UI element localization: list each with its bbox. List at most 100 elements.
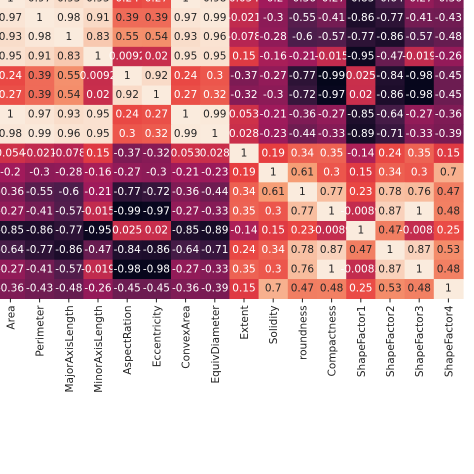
heatmap-cell xyxy=(83,143,114,164)
cell-value-label: 0.27 xyxy=(145,0,168,4)
heatmap-cell xyxy=(54,221,84,241)
cell-value-label: -0.86 xyxy=(55,244,82,256)
x-tick-label: Eccentricity xyxy=(151,305,163,367)
cell-value-label: 0.83 xyxy=(86,31,109,43)
cell-value-label: -0.27 xyxy=(0,205,24,217)
heatmap-cell xyxy=(25,201,55,222)
cell-value-label: 1 xyxy=(241,147,248,159)
cell-value-label: 0.3 xyxy=(119,128,136,140)
heatmap-cell xyxy=(375,279,406,299)
heatmap-cell xyxy=(404,8,435,29)
cell-value-label: 0.76 xyxy=(291,263,315,275)
cell-value-label: 0.15 xyxy=(437,147,460,159)
heatmap-cell xyxy=(171,259,201,280)
cell-value-label: -0.77 xyxy=(347,31,374,43)
heatmap-cell xyxy=(375,221,406,241)
heatmap-cell xyxy=(433,8,464,29)
heatmap-cell xyxy=(112,162,143,183)
cell-value-label: -0.55 xyxy=(289,12,316,24)
heatmap-cell xyxy=(375,0,406,9)
heatmap-cell xyxy=(0,85,26,106)
cell-value-label: 0.24 xyxy=(174,70,198,82)
cell-value-label: -0.45 xyxy=(435,70,462,82)
heatmap-cell xyxy=(141,104,172,125)
heatmap-cell xyxy=(112,0,143,9)
cell-value-label: 0.15 xyxy=(86,147,109,159)
heatmap-cell xyxy=(375,143,406,164)
heatmap-cell xyxy=(433,27,464,48)
cell-value-label: 0.34 xyxy=(378,167,402,179)
heatmap-cell xyxy=(141,143,172,164)
heatmap-cell xyxy=(258,143,289,164)
heatmap-cell xyxy=(171,85,201,106)
heatmap-cell xyxy=(287,27,318,48)
cell-value-label: 1 xyxy=(95,51,102,63)
cell-value-label: 1 xyxy=(328,263,335,275)
cell-value-label: 0.3 xyxy=(323,167,340,179)
cell-value-label: -0.36 xyxy=(289,109,316,121)
heatmap-cell xyxy=(258,85,289,106)
heatmap-cell xyxy=(171,279,201,299)
heatmap-cell xyxy=(200,221,230,241)
cell-value-label: 0.35 xyxy=(232,205,255,217)
heatmap-cell xyxy=(346,279,376,299)
heatmap-cell xyxy=(141,46,172,67)
heatmap-cell xyxy=(346,104,376,125)
cell-value-label: 0.7 xyxy=(265,283,282,295)
cell-value-label: -0.16 xyxy=(84,167,111,179)
cell-value-label: 0.98 xyxy=(28,31,51,43)
cell-value-label: 1 xyxy=(270,167,277,179)
cell-value-label: -0.55 xyxy=(26,186,53,198)
heatmap-cell xyxy=(171,66,201,87)
heatmap-cell xyxy=(346,124,376,145)
heatmap-cell xyxy=(83,66,114,87)
cell-value-label: 0.97 xyxy=(0,12,22,24)
heatmap-cell xyxy=(112,279,143,299)
cell-value-label: -0.85 xyxy=(347,109,374,121)
cell-value-label: 0.35 xyxy=(408,147,431,159)
cell-value-label: -0.71 xyxy=(201,244,228,256)
cell-value-label: 0.87 xyxy=(378,205,401,217)
heatmap-cell xyxy=(0,8,26,29)
heatmap-cell xyxy=(433,201,464,222)
cell-value-label: 0.02 xyxy=(145,225,168,237)
cell-value-label: 0.78 xyxy=(378,186,401,198)
heatmap-cell xyxy=(346,66,376,87)
heatmap-cell xyxy=(317,85,347,106)
cell-value-label: 0.35 xyxy=(232,263,255,275)
heatmap-cell xyxy=(346,201,376,222)
heatmap-cell xyxy=(317,124,347,145)
cell-value-label: 0.48 xyxy=(437,263,460,275)
cell-value-label: 0.24 xyxy=(116,109,140,121)
heatmap-cell xyxy=(83,124,114,145)
heatmap-cell xyxy=(258,8,289,29)
heatmap-cell xyxy=(200,85,230,106)
cell-value-label: -0.078 xyxy=(227,31,261,43)
cell-value-label: -0.39 xyxy=(435,128,462,140)
cell-value-label: 1 xyxy=(153,89,160,101)
heatmap-cell xyxy=(287,221,318,241)
cell-value-label: -0.27 xyxy=(318,109,345,121)
heatmap-cell xyxy=(433,85,464,106)
heatmap-cell xyxy=(54,143,84,164)
heatmap-cell xyxy=(83,46,114,67)
cell-value-label: -0.21 xyxy=(84,186,111,198)
cell-value-label: 0.61 xyxy=(262,186,285,198)
heatmap-cell xyxy=(433,182,464,203)
heatmap-cell xyxy=(229,279,260,299)
heatmap-cell xyxy=(404,27,435,48)
heatmap-cell xyxy=(54,66,84,87)
cell-value-label: -0.27 xyxy=(406,0,433,4)
heatmap-cell xyxy=(171,162,201,183)
heatmap-cell xyxy=(375,104,406,125)
cell-value-label: 0.87 xyxy=(378,263,401,275)
heatmap-cell xyxy=(0,182,26,203)
heatmap-cell xyxy=(287,279,318,299)
cell-value-label: -0.3 xyxy=(146,167,167,179)
cell-value-label: -0.37 xyxy=(114,147,141,159)
cell-value-label: -0.95 xyxy=(84,225,111,237)
cell-value-label: 0.39 xyxy=(28,89,51,101)
heatmap-cell xyxy=(258,279,289,299)
heatmap-cell xyxy=(433,162,464,183)
cell-value-label: -0.36 xyxy=(0,283,24,295)
